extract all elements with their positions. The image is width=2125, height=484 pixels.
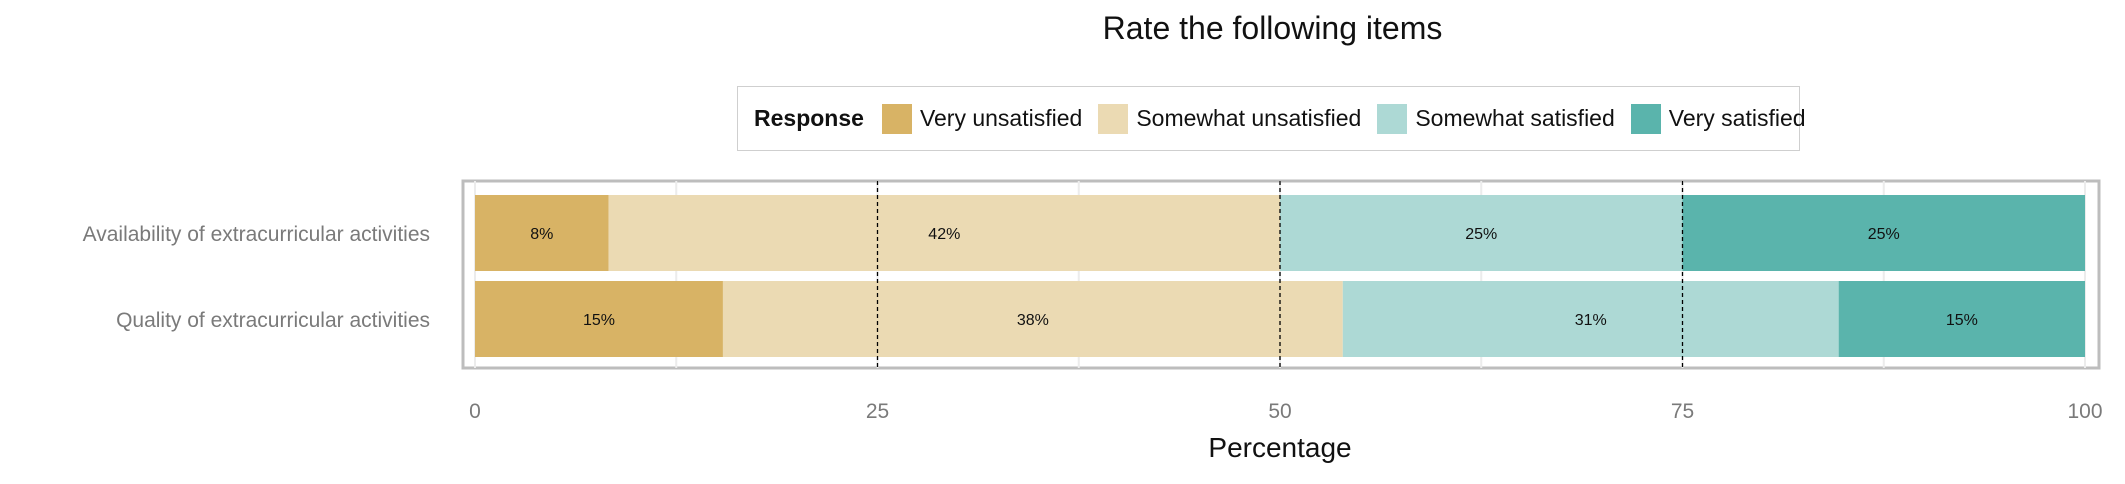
bar-segment bbox=[1280, 195, 1683, 271]
data-label: 15% bbox=[1946, 312, 1978, 329]
data-label: 15% bbox=[583, 312, 615, 329]
data-label: 38% bbox=[1017, 312, 1049, 329]
legend-label: Somewhat unsatisfied bbox=[1136, 105, 1362, 131]
bar-segment bbox=[475, 195, 609, 271]
legend: Response Very unsatisfied Somewhat unsat… bbox=[737, 86, 1806, 151]
legend-item-very-unsatisfied: Very unsatisfied bbox=[881, 103, 1083, 134]
legend-swatch bbox=[1630, 103, 1661, 134]
legend-item-very-satisfied: Very satisfied bbox=[1630, 103, 1806, 134]
legend-item-somewhat-satisfied: Somewhat satisfied bbox=[1377, 103, 1615, 134]
bar-segment bbox=[722, 281, 1343, 357]
category-label: Quality of extracurricular activities bbox=[116, 309, 430, 332]
legend-item-somewhat-unsatisfied: Somewhat unsatisfied bbox=[1098, 103, 1362, 134]
data-label: 25% bbox=[1868, 226, 1900, 243]
legend-swatch bbox=[881, 103, 912, 134]
bar-segment bbox=[608, 195, 1280, 271]
legend-swatch bbox=[1098, 103, 1129, 134]
data-label: 8% bbox=[530, 226, 553, 243]
x-tick-label: 25 bbox=[866, 400, 889, 423]
x-axis-title: Percentage bbox=[1208, 432, 1351, 463]
data-label: 25% bbox=[1465, 226, 1497, 243]
bar-segment bbox=[1682, 195, 2085, 271]
bar-segment bbox=[1838, 281, 2085, 357]
chart-title: Rate the following items bbox=[1102, 10, 1443, 46]
data-label: 31% bbox=[1575, 312, 1607, 329]
x-tick-label: 100 bbox=[2067, 400, 2102, 423]
x-tick-label: 75 bbox=[1671, 400, 1694, 423]
x-tick-label: 0 bbox=[469, 400, 481, 423]
category-label: Availability of extracurricular activiti… bbox=[83, 223, 430, 246]
x-tick-label: 50 bbox=[1268, 400, 1291, 423]
legend-label: Very unsatisfied bbox=[919, 105, 1083, 131]
legend-swatch bbox=[1377, 103, 1408, 134]
legend-label: Somewhat satisfied bbox=[1415, 105, 1615, 131]
bar-segment bbox=[1342, 281, 1839, 357]
legend-label: Very satisfied bbox=[1668, 105, 1806, 131]
bar-segment bbox=[475, 281, 723, 357]
data-label: 42% bbox=[928, 226, 960, 243]
legend-title: Response bbox=[754, 105, 864, 131]
